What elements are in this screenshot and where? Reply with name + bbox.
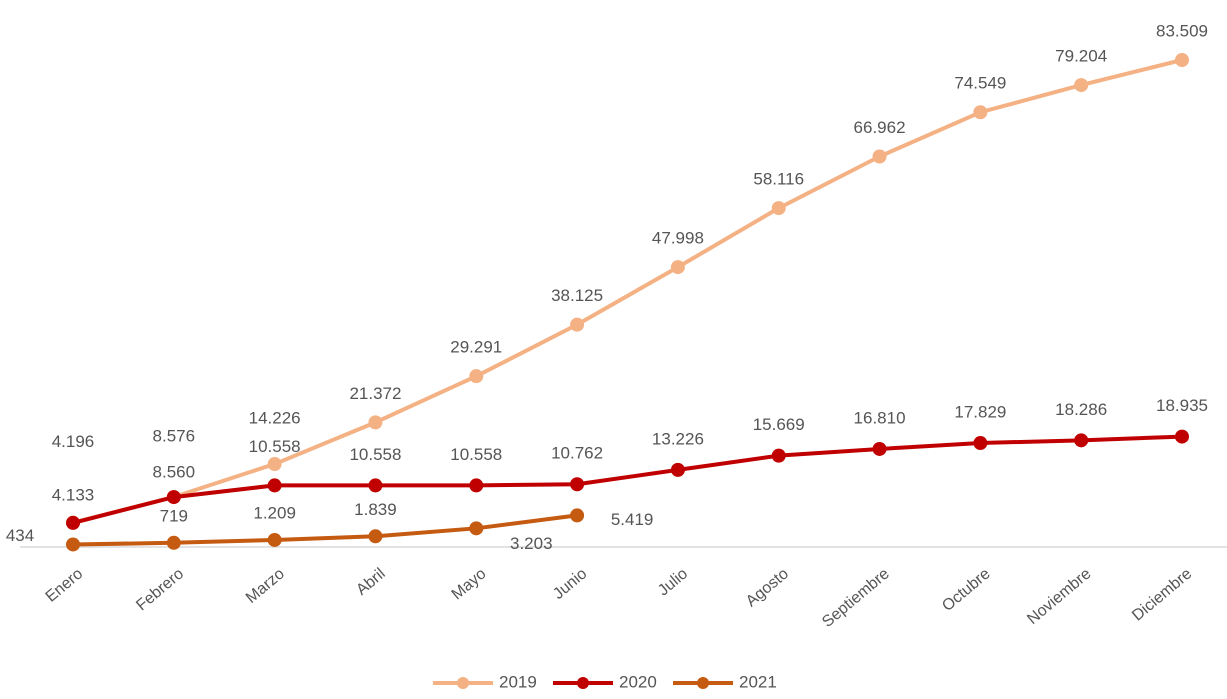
data-label: 17.829: [954, 403, 1006, 422]
x-tick-label: Marzo: [243, 565, 288, 607]
series-line: [72, 513, 578, 547]
data-point: [166, 535, 181, 550]
data-point: [1175, 429, 1189, 444]
data-label: 5.419: [611, 510, 654, 529]
series-line: [72, 58, 1183, 525]
data-label: 3.203: [510, 534, 553, 553]
x-tick-label: Julio: [655, 565, 691, 599]
data-point: [872, 441, 887, 456]
x-tick-label: Febrero: [133, 565, 187, 614]
data-point: [267, 478, 282, 493]
data-label: 10.558: [249, 437, 301, 456]
data-point: [368, 415, 383, 430]
data-point: [771, 448, 786, 463]
data-point: [1074, 433, 1089, 448]
x-tick-label: Agosto: [743, 565, 792, 610]
legend-label: 2019: [499, 672, 537, 691]
data-label: 16.810: [854, 408, 906, 427]
data-label: 47.998: [652, 229, 704, 248]
data-point: [973, 105, 988, 120]
data-point: [368, 529, 383, 544]
data-point: [670, 462, 685, 477]
data-label: 719: [160, 506, 188, 525]
data-point: [1074, 78, 1089, 93]
data-point: [872, 149, 887, 164]
x-tick-label: Mayo: [449, 565, 490, 603]
data-point: [570, 317, 585, 332]
series-line: [72, 434, 1183, 525]
data-point: [469, 369, 484, 384]
data-label: 15.669: [753, 415, 805, 434]
data-point: [469, 478, 484, 493]
data-point: [771, 201, 786, 216]
data-point: [267, 532, 282, 547]
data-point: [66, 515, 80, 530]
data-label: 38.125: [551, 286, 603, 305]
data-point: [166, 490, 181, 505]
data-label: 18.286: [1055, 400, 1107, 419]
data-label: 79.204: [1055, 47, 1107, 66]
data-point: [973, 436, 988, 451]
data-label: 29.291: [450, 338, 502, 357]
data-point: [267, 457, 282, 472]
data-label: 10.762: [551, 444, 603, 463]
data-label: 83.509: [1156, 21, 1208, 40]
legend-label: 2021: [739, 672, 777, 691]
x-tick-label: Octubre: [939, 565, 994, 615]
data-label: 1.209: [253, 503, 296, 522]
legend-marker: [697, 677, 709, 689]
legend-marker: [577, 677, 589, 689]
data-label: 66.962: [854, 118, 906, 137]
x-tick-label: Septiembre: [819, 565, 893, 631]
data-label: 10.558: [349, 445, 401, 464]
data-point: [570, 477, 585, 492]
x-tick-label: Noviembre: [1024, 565, 1094, 628]
x-tick-label: Abril: [353, 565, 388, 599]
data-label: 74.549: [954, 74, 1006, 93]
data-label: 14.226: [249, 409, 301, 428]
data-label: 8.560: [153, 463, 196, 482]
legend-marker: [457, 677, 469, 689]
x-tick-label: Enero: [43, 565, 87, 606]
data-label: 4.196: [52, 432, 95, 451]
data-point: [1175, 53, 1189, 67]
x-tick-label: Diciembre: [1129, 565, 1195, 624]
data-label: 21.372: [349, 384, 401, 403]
data-point: [570, 508, 585, 523]
data-label: 18.935: [1156, 396, 1208, 415]
data-label: 434: [6, 526, 34, 545]
data-label: 58.116: [753, 170, 804, 189]
data-point: [670, 260, 685, 275]
data-label: 13.226: [652, 429, 704, 448]
data-point: [368, 478, 383, 493]
x-tick-label: Junio: [550, 565, 590, 603]
legend-label: 2020: [619, 672, 657, 691]
data-label: 1.839: [354, 500, 397, 519]
data-label: 4.133: [52, 485, 95, 504]
data-point: [469, 521, 484, 536]
data-label: 10.558: [450, 445, 502, 464]
data-label: 8.576: [153, 426, 196, 445]
data-point: [66, 537, 80, 552]
